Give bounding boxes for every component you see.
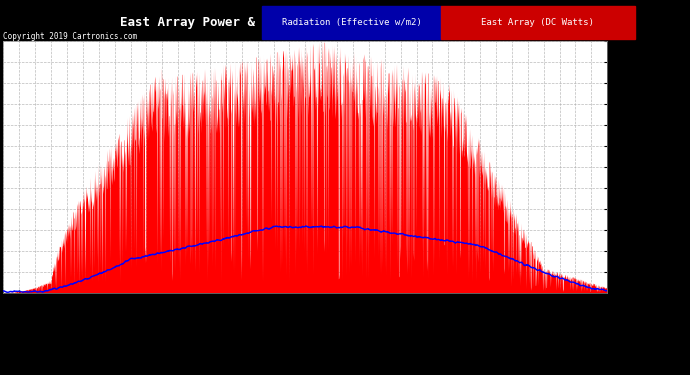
- Text: East Array Power & Effective Solar Radiation Fri Feb 8 17:19: East Array Power & Effective Solar Radia…: [120, 16, 570, 29]
- Text: Radiation (Effective w/m2): Radiation (Effective w/m2): [282, 18, 422, 27]
- Text: Copyright 2019 Cartronics.com: Copyright 2019 Cartronics.com: [3, 32, 137, 41]
- Bar: [441, 6, 635, 39]
- Bar: [262, 6, 441, 39]
- Text: East Array (DC Watts): East Array (DC Watts): [482, 18, 594, 27]
